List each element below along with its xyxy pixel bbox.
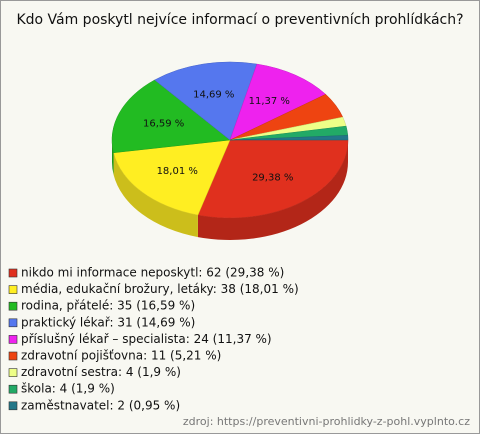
legend-label: rodina, přátelé: 35 (16,59 %)	[21, 299, 195, 313]
legend-label: nikdo mi informace neposkytl: 62 (29,38 …	[21, 266, 284, 280]
pie-slice	[154, 61, 258, 141]
pie-slice	[111, 79, 231, 154]
legend-swatch	[8, 401, 18, 411]
data-label: 14,69 %	[193, 89, 234, 100]
pie-side	[197, 140, 348, 240]
legend-swatch	[8, 335, 18, 344]
legend-label: praktický lékař: 31 (14,69 %)	[21, 315, 195, 329]
source: zdroj: https://preventivni-prohlidky-z-p…	[183, 415, 470, 428]
legend-label: zdravotní sestra: 4 (1,9 %)	[21, 365, 181, 379]
legend-swatch	[8, 384, 18, 394]
legend-swatch	[8, 268, 18, 278]
legend-swatch	[8, 301, 18, 311]
pie-slice	[229, 63, 327, 141]
chart-title: Kdo Vám poskytl nejvíce informací o prev…	[16, 12, 463, 28]
legend-label: zdravotní pojišťovna: 11 (5,21 %)	[21, 349, 221, 363]
data-label: 29,38 %	[252, 172, 293, 183]
data-label: 11,37 %	[249, 96, 290, 107]
pie-slice	[197, 139, 349, 219]
legend-swatch	[8, 285, 18, 294]
legend-swatch	[8, 351, 18, 361]
legend-swatch	[8, 318, 18, 328]
pie-slice	[229, 135, 349, 141]
legend-swatch	[8, 368, 18, 377]
pie-side	[112, 140, 114, 175]
data-label: 18,01 %	[157, 166, 198, 177]
pie-slice	[113, 139, 231, 216]
legend-label: příslušný lékař – specialista: 24 (11,37…	[21, 332, 272, 346]
data-label: 16,59 %	[143, 119, 184, 130]
legend-label: zaměstnavatel: 2 (0,95 %)	[21, 398, 180, 412]
pie-side	[113, 152, 198, 238]
legend-label: škola: 4 (1,9 %)	[21, 382, 115, 396]
legend-label: média, edukační brožury, letáky: 38 (18,…	[21, 282, 299, 296]
